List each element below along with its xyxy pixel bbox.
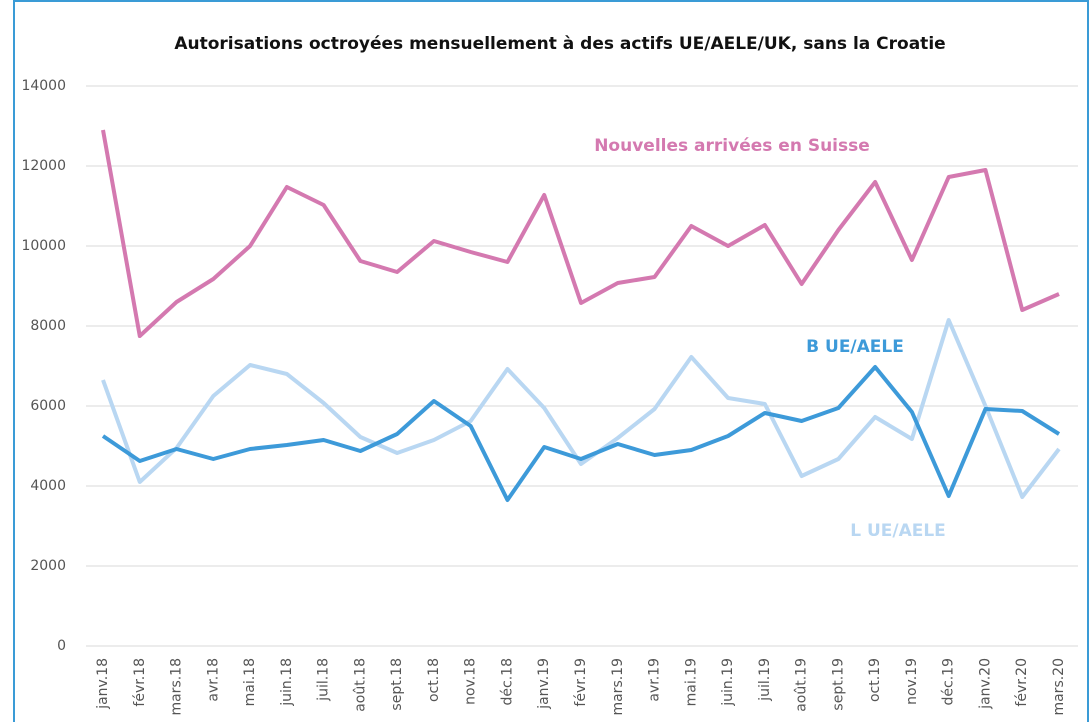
x-tick-label: nov.18: [463, 658, 479, 705]
y-tick-label: 2000: [30, 558, 66, 574]
y-tick-label: 14000: [21, 78, 66, 94]
x-tick-label: mai.18: [242, 658, 258, 706]
x-tick-label: janv.20: [977, 658, 993, 710]
x-tick-label: févr.20: [1014, 658, 1030, 707]
x-tick-label: janv.19: [536, 658, 552, 710]
x-tick-label: nov.19: [904, 658, 920, 705]
series-label: L UE/AELE: [850, 521, 946, 541]
chart-title: Autorisations octroyées mensuellement à …: [174, 34, 945, 54]
y-tick-label: 8000: [30, 318, 66, 334]
series-line: [101, 129, 1060, 338]
x-tick-label: janv.18: [95, 658, 111, 710]
series-label: Nouvelles arrivées en Suisse: [594, 136, 870, 156]
x-tick-label: juin.19: [720, 658, 736, 707]
x-tick-label: juin.18: [279, 658, 295, 707]
x-tick-label: févr.18: [132, 658, 148, 707]
x-tick-label: juil.19: [757, 658, 773, 702]
frame: [13, 0, 1089, 722]
x-tick-label: mars.20: [1051, 658, 1067, 716]
x-tick-label: mars.18: [169, 658, 185, 716]
x-tick-label: sept.18: [389, 658, 405, 711]
x-tick-label: déc.18: [499, 658, 515, 705]
series-line: [101, 318, 1061, 499]
x-tick-label: déc.19: [941, 658, 957, 705]
x-tick-label: oct.19: [867, 658, 883, 702]
x-tick-label: mars.19: [610, 658, 626, 716]
series-line: [101, 365, 1061, 502]
y-tick-label: 12000: [21, 158, 66, 174]
y-tick-label: 10000: [21, 238, 66, 254]
x-tick-label: juil.18: [316, 658, 332, 702]
x-tick-label: mai.19: [683, 658, 699, 706]
y-tick-label: 6000: [30, 398, 66, 414]
series-label: B UE/AELE: [806, 337, 904, 357]
x-tick-label: août.19: [794, 658, 810, 712]
y-tick-label: 0: [57, 638, 66, 654]
y-tick-label: 4000: [30, 478, 66, 494]
x-tick-label: août.18: [352, 658, 368, 712]
x-tick-label: oct.18: [426, 658, 442, 702]
x-tick-label: avr.18: [205, 658, 221, 702]
x-tick-label: sept.19: [830, 658, 846, 711]
x-tick-label: avr.19: [647, 658, 663, 702]
x-tick-label: févr.19: [573, 658, 589, 707]
